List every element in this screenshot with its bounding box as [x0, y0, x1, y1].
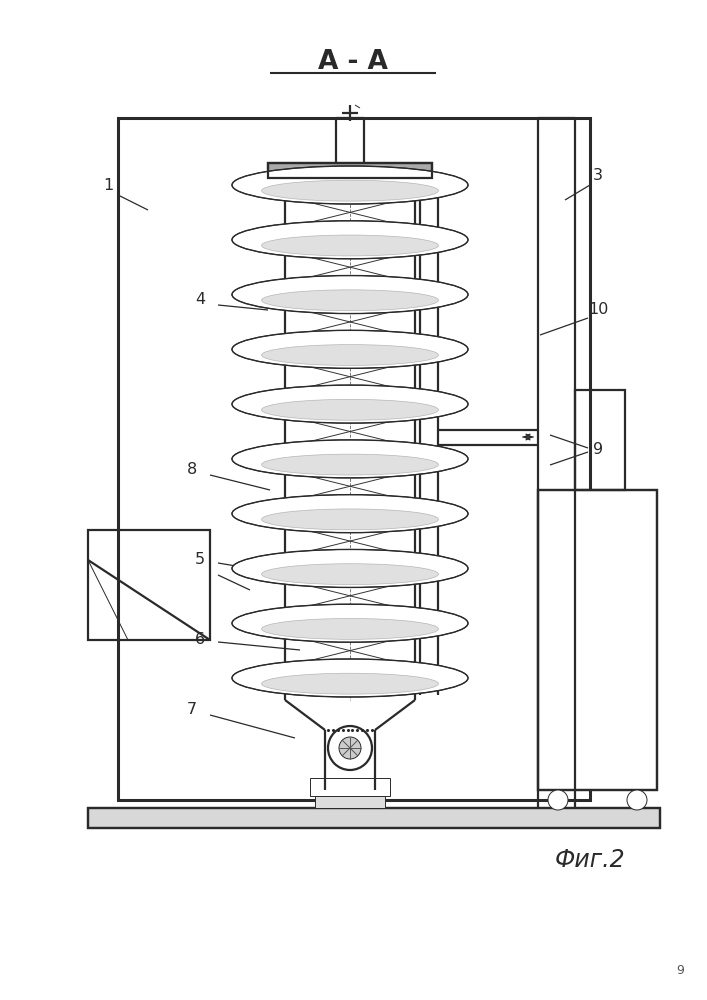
Text: 7: 7 [187, 702, 197, 718]
Circle shape [328, 726, 372, 770]
Ellipse shape [232, 440, 468, 478]
Ellipse shape [262, 290, 438, 311]
Bar [268, 163, 432, 178]
Ellipse shape [262, 235, 438, 256]
Bar [88, 808, 660, 828]
Bar [118, 118, 590, 800]
Circle shape [548, 790, 568, 810]
Ellipse shape [262, 673, 438, 694]
Ellipse shape [232, 659, 468, 697]
Ellipse shape [262, 618, 438, 639]
Text: Фиг.2: Фиг.2 [555, 848, 625, 872]
Ellipse shape [262, 399, 438, 420]
Text: 8: 8 [187, 462, 197, 478]
Ellipse shape [262, 454, 438, 475]
Ellipse shape [262, 509, 438, 530]
Ellipse shape [262, 180, 438, 201]
Bar [575, 390, 625, 490]
Text: 10: 10 [588, 302, 608, 318]
Ellipse shape [232, 221, 468, 259]
Text: 5: 5 [195, 552, 205, 568]
Circle shape [339, 737, 361, 759]
Text: 3: 3 [593, 167, 603, 182]
Ellipse shape [232, 549, 468, 587]
Text: 9: 9 [676, 964, 684, 976]
Ellipse shape [232, 276, 468, 314]
Text: 9: 9 [593, 442, 603, 458]
Text: 6: 6 [195, 633, 205, 648]
Ellipse shape [232, 385, 468, 423]
Ellipse shape [232, 166, 468, 204]
Circle shape [627, 790, 647, 810]
Bar [88, 808, 660, 828]
Bar [315, 796, 385, 808]
Ellipse shape [232, 604, 468, 642]
Text: 1: 1 [103, 178, 113, 192]
Ellipse shape [262, 345, 438, 365]
Ellipse shape [232, 495, 468, 533]
Bar [538, 490, 657, 790]
Bar [88, 530, 210, 640]
Ellipse shape [262, 564, 438, 585]
Bar [310, 778, 390, 796]
Text: 4: 4 [195, 292, 205, 308]
Text: А - А: А - А [318, 49, 388, 75]
Bar [268, 163, 432, 178]
Ellipse shape [232, 330, 468, 368]
Bar [538, 490, 657, 790]
